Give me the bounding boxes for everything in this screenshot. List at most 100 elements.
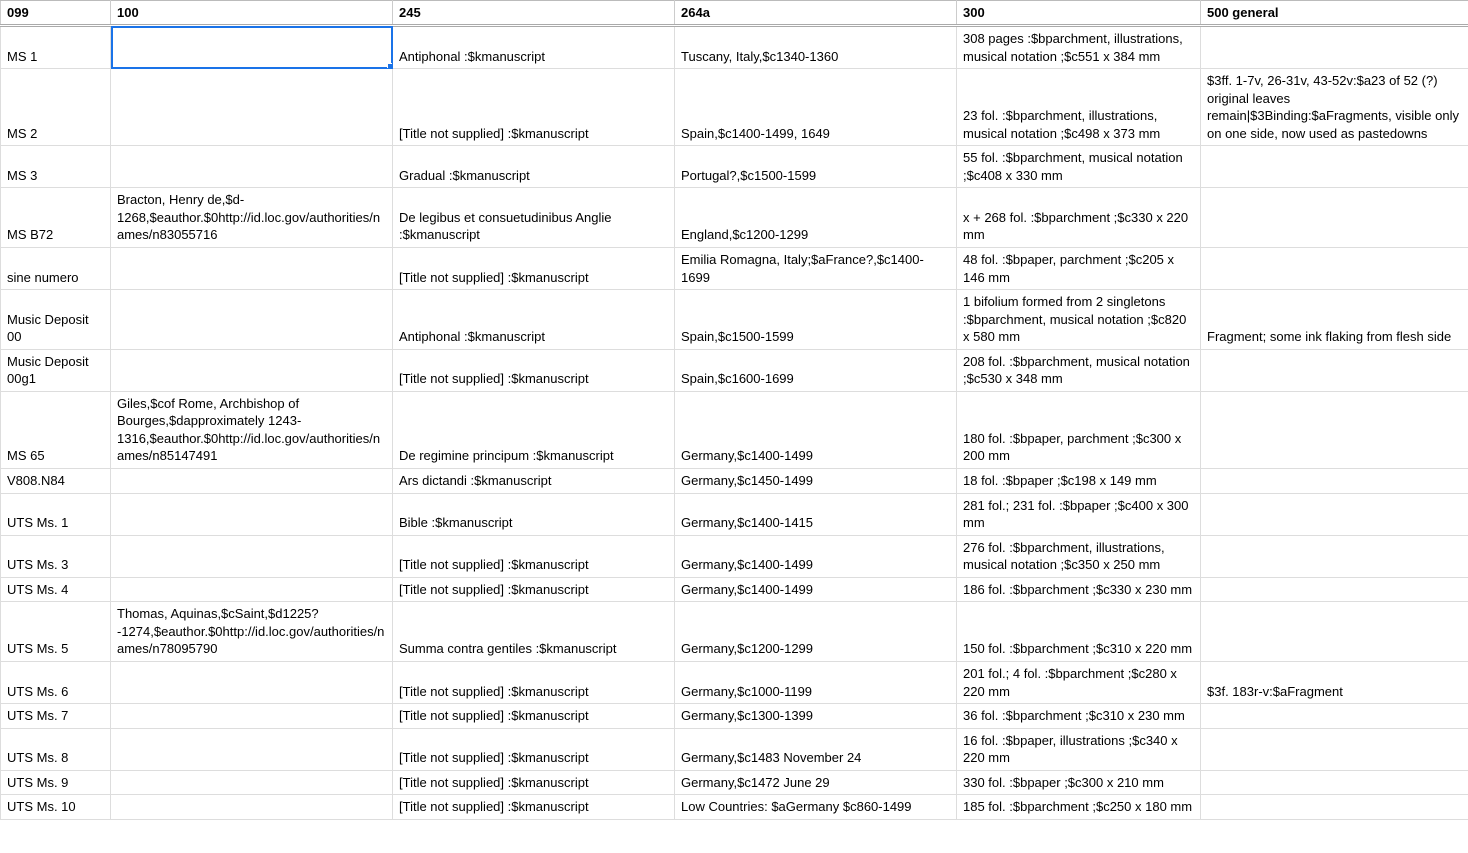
cell-c099[interactable]: MS B72 <box>1 188 111 248</box>
cell-c100[interactable] <box>111 290 393 350</box>
cell-c300[interactable]: 308 pages :$bparchment, illustrations, m… <box>957 26 1201 69</box>
cell-c100[interactable] <box>111 493 393 535</box>
cell-c099[interactable]: UTS Ms. 10 <box>1 795 111 820</box>
cell-c099[interactable]: UTS Ms. 5 <box>1 602 111 662</box>
cell-c264a[interactable]: Germany,$c1400-1499 <box>675 535 957 577</box>
cell-c099[interactable]: MS 2 <box>1 69 111 146</box>
cell-c099[interactable]: UTS Ms. 7 <box>1 704 111 729</box>
column-header-c245[interactable]: 245 <box>393 1 675 26</box>
cell-c099[interactable]: MS 65 <box>1 391 111 468</box>
cell-c100[interactable] <box>111 770 393 795</box>
cell-c099[interactable]: UTS Ms. 9 <box>1 770 111 795</box>
cell-c300[interactable]: 186 fol. :$bparchment ;$c330 x 230 mm <box>957 577 1201 602</box>
cell-c264a[interactable]: Spain,$c1600-1699 <box>675 349 957 391</box>
cell-c264a[interactable]: Low Countries: $aGermany $c860-1499 <box>675 795 957 820</box>
cell-c264a[interactable]: Germany,$c1472 June 29 <box>675 770 957 795</box>
cell-c300[interactable]: 18 fol. :$bpaper ;$c198 x 149 mm <box>957 469 1201 494</box>
cell-c500[interactable] <box>1201 146 1468 188</box>
cell-c245[interactable]: [Title not supplied] :$kmanuscript <box>393 248 675 290</box>
cell-c500[interactable] <box>1201 704 1468 729</box>
cell-c300[interactable]: 48 fol. :$bpaper, parchment ;$c205 x 146… <box>957 248 1201 290</box>
cell-c264a[interactable]: England,$c1200-1299 <box>675 188 957 248</box>
cell-c099[interactable]: sine numero <box>1 248 111 290</box>
cell-c245[interactable]: Bible :$kmanuscript <box>393 493 675 535</box>
cell-c100[interactable]: Bracton, Henry de,$d-1268,$eauthor.$0htt… <box>111 188 393 248</box>
cell-c245[interactable]: [Title not supplied] :$kmanuscript <box>393 770 675 795</box>
cell-c300[interactable]: 150 fol. :$bparchment ;$c310 x 220 mm <box>957 602 1201 662</box>
cell-c264a[interactable]: Germany,$c1483 November 24 <box>675 728 957 770</box>
column-header-c500[interactable]: 500 general <box>1201 1 1468 26</box>
cell-c500[interactable] <box>1201 26 1468 69</box>
cell-c245[interactable]: Gradual :$kmanuscript <box>393 146 675 188</box>
cell-c099[interactable]: V808.N84 <box>1 469 111 494</box>
cell-c100[interactable] <box>111 535 393 577</box>
cell-c264a[interactable]: Germany,$c1400-1499 <box>675 391 957 468</box>
cell-c245[interactable]: [Title not supplied] :$kmanuscript <box>393 349 675 391</box>
cell-c245[interactable]: Antiphonal :$kmanuscript <box>393 26 675 69</box>
cell-c264a[interactable]: Germany,$c1450-1499 <box>675 469 957 494</box>
cell-c099[interactable]: UTS Ms. 8 <box>1 728 111 770</box>
cell-c300[interactable]: 1 bifolium formed from 2 singletons :$bp… <box>957 290 1201 350</box>
cell-c500[interactable] <box>1201 728 1468 770</box>
cell-c099[interactable]: MS 1 <box>1 26 111 69</box>
cell-c245[interactable]: [Title not supplied] :$kmanuscript <box>393 795 675 820</box>
cell-c300[interactable]: 201 fol.; 4 fol. :$bparchment ;$c280 x 2… <box>957 661 1201 703</box>
cell-c264a[interactable]: Spain,$c1400-1499, 1649 <box>675 69 957 146</box>
cell-c500[interactable] <box>1201 469 1468 494</box>
cell-c300[interactable]: 330 fol. :$bpaper ;$c300 x 210 mm <box>957 770 1201 795</box>
cell-c500[interactable]: Fragment; some ink flaking from flesh si… <box>1201 290 1468 350</box>
cell-c245[interactable]: [Title not supplied] :$kmanuscript <box>393 69 675 146</box>
cell-c500[interactable] <box>1201 795 1468 820</box>
cell-c264a[interactable]: Tuscany, Italy,$c1340-1360 <box>675 26 957 69</box>
cell-c100[interactable] <box>111 26 393 69</box>
cell-c500[interactable] <box>1201 248 1468 290</box>
cell-c100[interactable] <box>111 146 393 188</box>
cell-c300[interactable]: 281 fol.; 231 fol. :$bpaper ;$c400 x 300… <box>957 493 1201 535</box>
cell-c264a[interactable]: Germany,$c1400-1499 <box>675 577 957 602</box>
cell-c245[interactable]: [Title not supplied] :$kmanuscript <box>393 704 675 729</box>
cell-c245[interactable]: De regimine principum :$kmanuscript <box>393 391 675 468</box>
cell-c500[interactable]: $3f. 183r-v:$aFragment <box>1201 661 1468 703</box>
cell-c100[interactable] <box>111 349 393 391</box>
cell-c100[interactable] <box>111 661 393 703</box>
column-header-c100[interactable]: 100 <box>111 1 393 26</box>
cell-c500[interactable] <box>1201 602 1468 662</box>
cell-c264a[interactable]: Germany,$c1200-1299 <box>675 602 957 662</box>
cell-c500[interactable] <box>1201 391 1468 468</box>
cell-c300[interactable]: 185 fol. :$bparchment ;$c250 x 180 mm <box>957 795 1201 820</box>
cell-c099[interactable]: UTS Ms. 3 <box>1 535 111 577</box>
cell-c500[interactable] <box>1201 349 1468 391</box>
cell-c245[interactable]: Ars dictandi :$kmanuscript <box>393 469 675 494</box>
cell-c300[interactable]: 208 fol. :$bparchment, musical notation … <box>957 349 1201 391</box>
cell-c264a[interactable]: Germany,$c1400-1415 <box>675 493 957 535</box>
cell-c099[interactable]: UTS Ms. 4 <box>1 577 111 602</box>
cell-c300[interactable]: 55 fol. :$bparchment, musical notation ;… <box>957 146 1201 188</box>
cell-c500[interactable] <box>1201 770 1468 795</box>
cell-c245[interactable]: De legibus et consuetudinibus Anglie :$k… <box>393 188 675 248</box>
cell-c264a[interactable]: Portugal?,$c1500-1599 <box>675 146 957 188</box>
cell-c264a[interactable]: Emilia Romagna, Italy;$aFrance?,$c1400-1… <box>675 248 957 290</box>
cell-c500[interactable] <box>1201 493 1468 535</box>
cell-c245[interactable]: Antiphonal :$kmanuscript <box>393 290 675 350</box>
cell-c300[interactable]: 16 fol. :$bpaper, illustrations ;$c340 x… <box>957 728 1201 770</box>
column-header-c264a[interactable]: 264a <box>675 1 957 26</box>
cell-c300[interactable]: x + 268 fol. :$bparchment ;$c330 x 220 m… <box>957 188 1201 248</box>
cell-c100[interactable] <box>111 248 393 290</box>
cell-c300[interactable]: 276 fol. :$bparchment, illustrations, mu… <box>957 535 1201 577</box>
cell-c245[interactable]: Summa contra gentiles :$kmanuscript <box>393 602 675 662</box>
cell-c245[interactable]: [Title not supplied] :$kmanuscript <box>393 661 675 703</box>
cell-c300[interactable]: 23 fol. :$bparchment, illustrations, mus… <box>957 69 1201 146</box>
cell-c099[interactable]: Music Deposit 00g1 <box>1 349 111 391</box>
cell-c264a[interactable]: Germany,$c1000-1199 <box>675 661 957 703</box>
cell-c099[interactable]: UTS Ms. 1 <box>1 493 111 535</box>
cell-c100[interactable] <box>111 469 393 494</box>
column-header-c099[interactable]: 099 <box>1 1 111 26</box>
cell-c100[interactable]: Giles,$cof Rome, Archbishop of Bourges,$… <box>111 391 393 468</box>
cell-c245[interactable]: [Title not supplied] :$kmanuscript <box>393 535 675 577</box>
cell-c245[interactable]: [Title not supplied] :$kmanuscript <box>393 728 675 770</box>
cell-c100[interactable] <box>111 69 393 146</box>
column-header-c300[interactable]: 300 <box>957 1 1201 26</box>
cell-c264a[interactable]: Germany,$c1300-1399 <box>675 704 957 729</box>
cell-c300[interactable]: 36 fol. :$bparchment ;$c310 x 230 mm <box>957 704 1201 729</box>
cell-c100[interactable] <box>111 728 393 770</box>
